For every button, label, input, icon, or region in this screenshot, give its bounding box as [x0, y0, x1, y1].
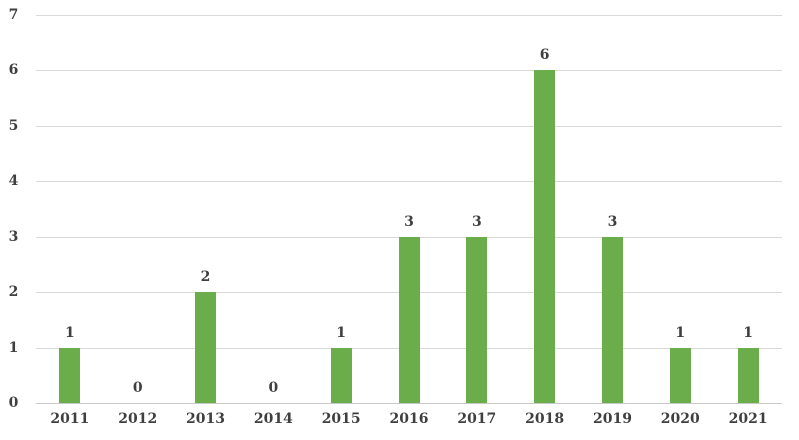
x-axis-tick-label: 2011 [50, 411, 90, 427]
x-axis-tick-label: 2015 [321, 411, 361, 427]
gridline [36, 125, 782, 127]
x-axis-tick-label: 2018 [525, 411, 565, 427]
x-axis-tick-label: 2016 [389, 411, 429, 427]
bar-2013 [195, 292, 217, 403]
gridline [36, 181, 782, 183]
y-axis-tick-label: 3 [8, 228, 19, 245]
gridline [36, 70, 782, 72]
gridline [36, 15, 782, 16]
y-axis-tick-label: 7 [8, 7, 19, 23]
x-axis-tick-label: 2013 [186, 411, 226, 427]
bar-2017 [466, 236, 488, 403]
data-label: 1 [743, 324, 753, 341]
y-axis-tick-label: 1 [8, 339, 19, 356]
bar-2020 [669, 347, 691, 403]
bar-2015 [330, 347, 352, 403]
data-label: 1 [675, 324, 686, 341]
data-label: 1 [65, 324, 75, 341]
bar-2019 [601, 236, 623, 403]
x-axis-tick-label: 2017 [457, 411, 497, 427]
data-label: 3 [471, 213, 482, 230]
x-axis-tick-label: 2012 [118, 411, 158, 427]
y-axis-tick-label: 5 [8, 117, 19, 134]
data-label: 3 [404, 213, 414, 230]
data-label: 6 [539, 47, 550, 64]
x-axis-line [36, 403, 782, 404]
bar-2021 [737, 347, 759, 403]
x-axis-tick-label: 2020 [660, 411, 700, 427]
x-axis-tick-label: 2019 [592, 411, 632, 427]
data-label: 3 [607, 213, 618, 230]
bar-2018 [534, 70, 556, 403]
y-axis-tick-label: 2 [8, 284, 19, 301]
bar-2016 [398, 236, 420, 403]
y-axis-tick-label: 0 [8, 395, 19, 411]
bar-2011 [59, 347, 81, 403]
y-axis-tick-label: 4 [8, 173, 19, 190]
data-label: 0 [132, 380, 143, 396]
y-axis-tick-label: 6 [8, 62, 19, 79]
data-label: 2 [200, 269, 211, 286]
data-label: 0 [268, 380, 279, 396]
data-label: 1 [336, 324, 347, 341]
x-axis-tick-label: 2014 [253, 411, 293, 427]
x-axis-tick-label: 2021 [728, 411, 768, 427]
